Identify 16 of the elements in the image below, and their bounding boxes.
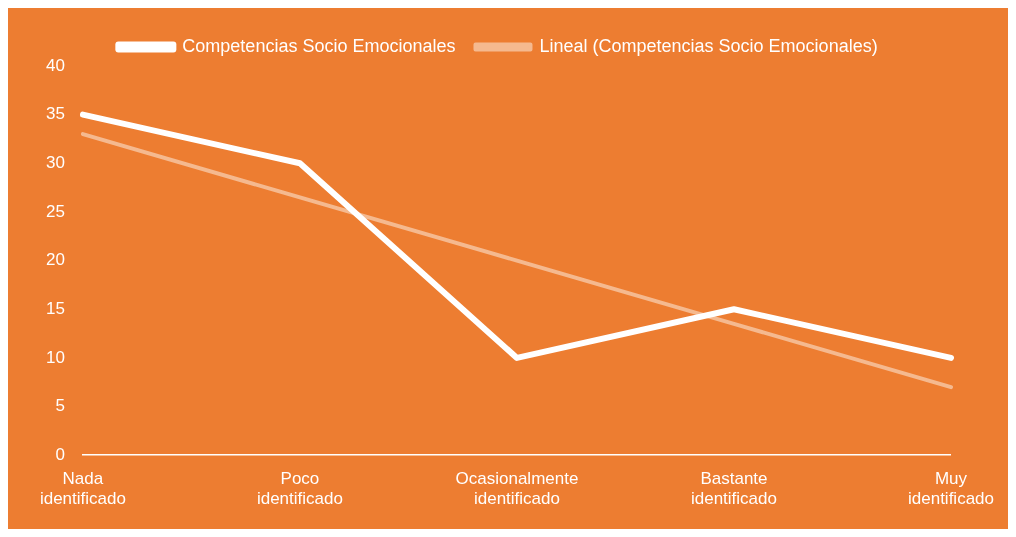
- x-tick-label: Poco identificado: [256, 469, 343, 509]
- y-tick-label: 20: [45, 250, 65, 270]
- y-tick-label: 10: [45, 347, 65, 367]
- x-tick-label: Nada identificado: [39, 469, 126, 509]
- y-tick-label: 15: [45, 298, 65, 318]
- y-tick-label: 35: [45, 104, 65, 124]
- y-tick-label: 40: [45, 55, 65, 75]
- y-tick-label: 30: [45, 152, 65, 172]
- y-tick-label: 0: [55, 444, 65, 464]
- x-tick-label: Ocasionalmente identificado: [455, 469, 579, 509]
- legend-label: Competencias Socio Emocionales: [182, 35, 456, 56]
- x-tick-label: Bastante identificado: [690, 469, 777, 509]
- x-tick-label: Muy identificado: [907, 469, 995, 509]
- legend-label: Lineal (Competencias Socio Emocionales): [539, 35, 878, 56]
- y-tick-label: 5: [55, 396, 65, 416]
- y-tick-label: 25: [45, 201, 65, 221]
